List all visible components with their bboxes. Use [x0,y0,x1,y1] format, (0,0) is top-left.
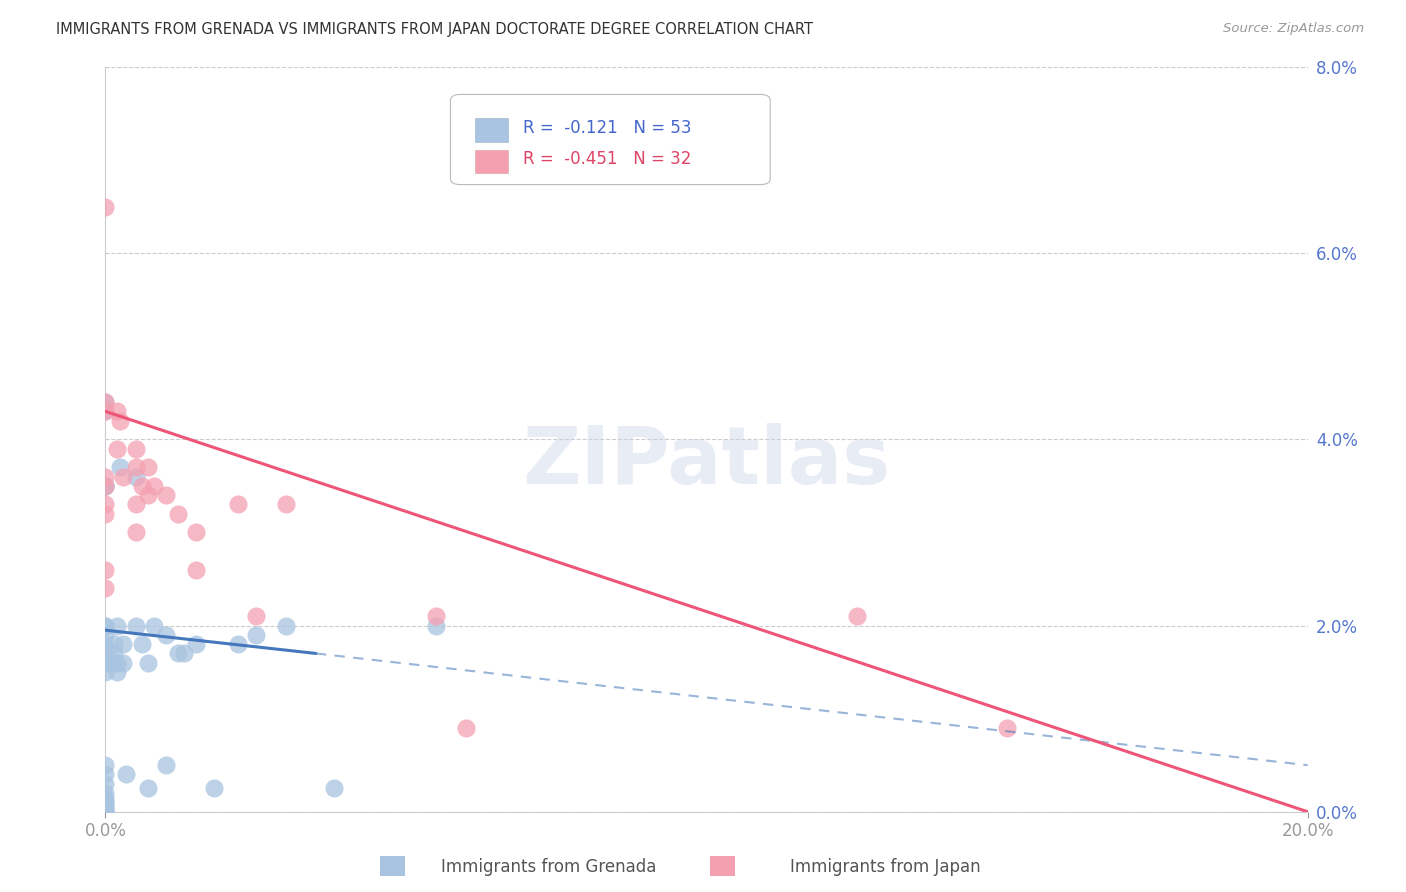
Text: ZIPatlas: ZIPatlas [523,423,890,500]
Point [184,525,207,540]
Point [94,479,117,493]
Point [110,414,132,428]
Point [94,800,117,814]
Point [115,767,138,781]
Point [112,637,135,651]
Point [94,805,117,819]
Point [94,395,117,409]
Point [107,656,129,670]
Point [94,647,117,661]
Point [94,796,117,810]
Bar [710,856,735,876]
Point [155,758,177,772]
Point [245,628,267,642]
Point [94,800,117,814]
Point [131,637,153,651]
Point [94,563,117,577]
Point [94,777,117,791]
Point [173,647,195,661]
Point [107,404,129,418]
Point [94,758,117,772]
Point [94,395,117,409]
Point [112,656,135,670]
Point [124,498,146,512]
Point [995,721,1018,735]
Point [226,637,249,651]
Bar [380,856,405,876]
Point [184,563,207,577]
Point [226,498,249,512]
Text: Immigrants from Grenada: Immigrants from Grenada [440,858,657,876]
Point [136,781,159,796]
Point [124,469,146,483]
Point [136,460,159,475]
Point [155,628,177,642]
Point [124,525,146,540]
Point [94,498,117,512]
Text: Immigrants from Japan: Immigrants from Japan [790,858,981,876]
Point [94,582,117,596]
Text: R =  -0.121   N = 53: R = -0.121 N = 53 [523,119,692,136]
Point [94,479,117,493]
Point [124,442,146,456]
Text: R =  -0.451   N = 32: R = -0.451 N = 32 [523,150,690,168]
Point [94,637,117,651]
Point [94,665,117,679]
Point [107,442,129,456]
Point [94,805,117,819]
Point [94,200,117,214]
Point [456,721,478,735]
Point [94,618,117,632]
Point [274,498,297,512]
Point [94,805,117,819]
Point [94,790,117,805]
Point [107,665,129,679]
Text: Source: ZipAtlas.com: Source: ZipAtlas.com [1223,22,1364,36]
Point [136,656,159,670]
Bar [474,119,508,142]
Point [94,786,117,800]
Point [136,488,159,502]
Point [94,618,117,632]
Point [94,767,117,781]
Point [94,479,117,493]
Point [166,507,188,521]
Point [110,460,132,475]
Point [845,609,868,624]
Point [425,609,447,624]
Bar [474,150,508,173]
Point [107,618,129,632]
Point [202,781,225,796]
Point [142,618,165,632]
Point [274,618,297,632]
Point [94,656,117,670]
Point [94,656,117,670]
Point [94,805,117,819]
Text: IMMIGRANTS FROM GRENADA VS IMMIGRANTS FROM JAPAN DOCTORATE DEGREE CORRELATION CH: IMMIGRANTS FROM GRENADA VS IMMIGRANTS FR… [56,22,813,37]
Point [94,469,117,483]
Point [245,609,267,624]
Point [142,479,165,493]
Point [94,628,117,642]
Point [124,460,146,475]
Point [103,647,125,661]
Point [124,618,146,632]
Point [94,404,117,418]
Point [166,647,188,661]
Point [131,479,153,493]
Point [322,781,344,796]
Point [425,618,447,632]
Point [184,637,207,651]
Point [94,796,117,810]
Point [94,805,117,819]
Point [155,488,177,502]
Point [94,404,117,418]
Point [103,656,125,670]
FancyBboxPatch shape [450,95,770,185]
Point [103,637,125,651]
Point [112,469,135,483]
Point [94,507,117,521]
